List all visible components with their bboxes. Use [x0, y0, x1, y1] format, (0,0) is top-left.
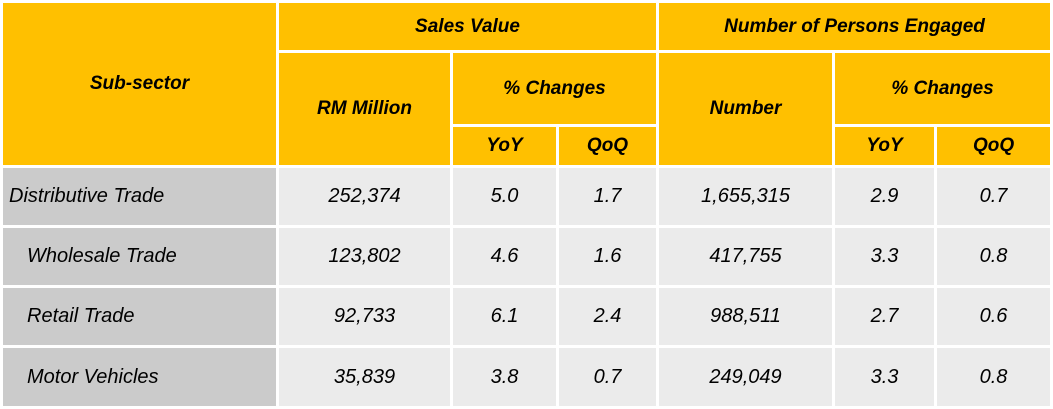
- cell-persons-yoy: 3.3: [835, 348, 935, 406]
- cell-persons-yoy: 2.7: [835, 288, 935, 345]
- cell-number: 417,755: [659, 228, 833, 285]
- cell-persons-qoq: 0.8: [937, 228, 1051, 285]
- cell-sales-yoy: 4.6: [453, 228, 556, 285]
- row-label: Wholesale Trade: [3, 228, 276, 285]
- cell-persons-qoq: 0.7: [937, 168, 1051, 225]
- header-sub-sector: Sub-sector: [3, 3, 276, 165]
- cell-persons-qoq: 0.6: [937, 288, 1051, 345]
- cell-rm-million: 92,733: [279, 288, 450, 345]
- table-row-wholesale-trade: Wholesale Trade 123,802 4.6 1.6 417,755 …: [3, 228, 1051, 285]
- cell-sales-qoq: 2.4: [559, 288, 657, 345]
- cell-sales-yoy: 5.0: [453, 168, 556, 225]
- cell-sales-yoy: 6.1: [453, 288, 556, 345]
- header-number: Number: [659, 53, 833, 165]
- table-row-distributive-trade: Distributive Trade 252,374 5.0 1.7 1,655…: [3, 168, 1051, 225]
- header-sales-pct-changes: % Changes: [453, 53, 657, 124]
- cell-sales-qoq: 1.6: [559, 228, 657, 285]
- cell-number: 988,511: [659, 288, 833, 345]
- cell-persons-yoy: 2.9: [835, 168, 935, 225]
- cell-number: 1,655,315: [659, 168, 833, 225]
- cell-sales-qoq: 0.7: [559, 348, 657, 406]
- header-rm-million: RM Million: [279, 53, 450, 165]
- cell-persons-qoq: 0.8: [937, 348, 1051, 406]
- header-sales-value: Sales Value: [279, 3, 657, 50]
- cell-sales-qoq: 1.7: [559, 168, 657, 225]
- header-persons-pct-changes: % Changes: [835, 53, 1051, 124]
- header-sales-qoq: QoQ: [559, 127, 657, 165]
- row-label: Retail Trade: [3, 288, 276, 345]
- table-row-retail-trade: Retail Trade 92,733 6.1 2.4 988,511 2.7 …: [3, 288, 1051, 345]
- header-sales-yoy: YoY: [453, 127, 556, 165]
- row-label: Distributive Trade: [3, 168, 276, 225]
- cell-rm-million: 35,839: [279, 348, 450, 406]
- header-persons-engaged: Number of Persons Engaged: [659, 3, 1051, 50]
- header-persons-qoq: QoQ: [937, 127, 1051, 165]
- cell-number: 249,049: [659, 348, 833, 406]
- cell-persons-yoy: 3.3: [835, 228, 935, 285]
- header-persons-yoy: YoY: [835, 127, 935, 165]
- cell-rm-million: 252,374: [279, 168, 450, 225]
- cell-rm-million: 123,802: [279, 228, 450, 285]
- row-label: Motor Vehicles: [3, 348, 276, 406]
- cell-sales-yoy: 3.8: [453, 348, 556, 406]
- table-row-motor-vehicles: Motor Vehicles 35,839 3.8 0.7 249,049 3.…: [3, 348, 1051, 406]
